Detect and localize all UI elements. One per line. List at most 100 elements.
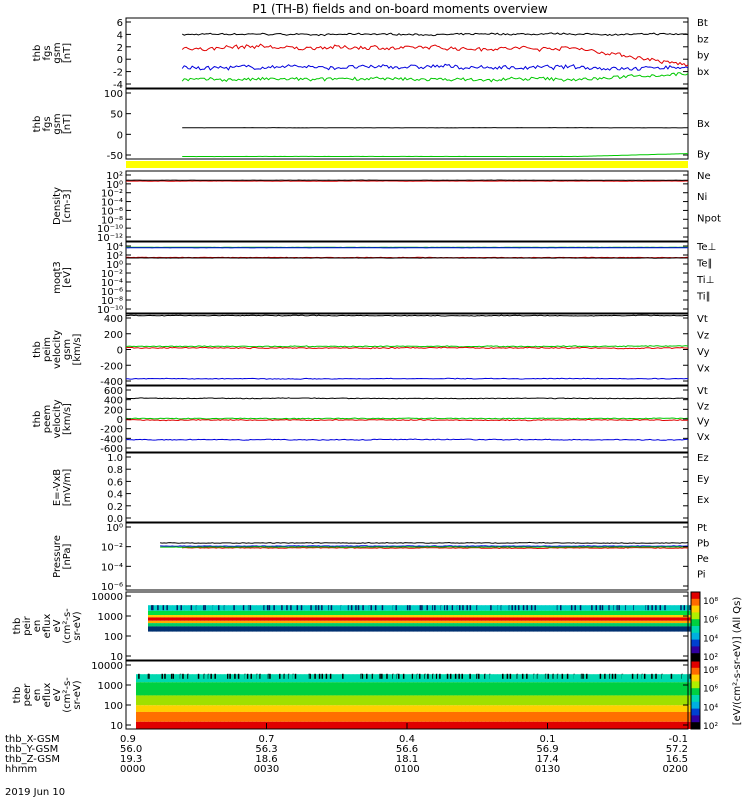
heatmap-cell <box>581 605 587 611</box>
heatmap-cell <box>549 674 554 683</box>
heatmap-cell <box>497 617 502 621</box>
heatmap-cell <box>441 682 446 696</box>
heatmap-cell <box>565 620 570 624</box>
heatmap-speck <box>458 673 460 679</box>
heatmap-cell <box>677 626 683 632</box>
heatmap-cell <box>477 615 482 618</box>
heatmap-cell <box>557 711 563 722</box>
heatmap-cell <box>184 605 189 611</box>
heatmap-cell <box>609 626 615 632</box>
heatmap-cell <box>649 682 655 696</box>
heatmap-cell <box>601 623 607 627</box>
heatmap-speck <box>461 673 463 679</box>
heatmap-cell <box>617 695 623 706</box>
heatmap-cell <box>633 721 639 729</box>
heatmap-cell <box>332 620 338 624</box>
heatmap-cell <box>328 682 334 696</box>
heatmap-cell <box>300 617 306 621</box>
heatmap-cell <box>473 615 478 618</box>
heatmap-cell <box>344 695 350 706</box>
heatmap-cell <box>408 610 414 616</box>
heatmap-cell <box>533 705 538 712</box>
heatmap-cell <box>509 674 514 683</box>
heatmap-speck <box>484 673 486 679</box>
heatmap-cell <box>312 682 318 696</box>
heatmap-cell <box>561 610 566 616</box>
heatmap-cell <box>372 695 378 706</box>
heatmap-cell <box>529 615 534 618</box>
heatmap-cell <box>292 615 298 618</box>
heatmap-cell <box>380 721 386 729</box>
heatmap-cell <box>156 620 161 624</box>
heatmap-cell <box>497 620 502 624</box>
heatmap-cell <box>669 617 675 621</box>
heatmap-cell <box>416 617 422 621</box>
heatmap-speck <box>595 605 597 611</box>
heatmap-speck <box>566 673 569 679</box>
heatmap-cell <box>368 620 374 624</box>
heatmap-cell <box>188 682 193 696</box>
heatmap-cell <box>669 620 675 624</box>
heatmap-cell <box>412 623 418 627</box>
heatmap-cell <box>597 705 603 712</box>
y-tick-label: 10⁻¹⁰ <box>97 224 123 235</box>
heatmap-cell <box>384 617 390 621</box>
heatmap-speck <box>269 673 271 679</box>
y-axis-label: peer <box>22 683 33 707</box>
heatmap-cell <box>324 617 330 621</box>
heatmap-cell <box>489 695 494 706</box>
heatmap-cell <box>449 626 454 632</box>
heatmap-cell <box>324 610 330 616</box>
heatmap-cell <box>489 705 494 712</box>
heatmap-cell <box>525 623 530 627</box>
heatmap-cell <box>653 610 659 616</box>
heatmap-cell <box>180 721 185 729</box>
heatmap-cell <box>308 620 314 624</box>
heatmap-cell <box>296 605 302 611</box>
colorbar-tick-label: 10² <box>703 722 718 732</box>
heatmap-cell <box>489 620 494 624</box>
heatmap-cell <box>260 695 265 706</box>
heatmap-cell <box>485 617 490 621</box>
heatmap-cell <box>641 705 647 712</box>
heatmap-cell <box>637 620 643 624</box>
heatmap-cell <box>573 674 579 683</box>
heatmap-speck <box>250 673 252 679</box>
heatmap-cell <box>569 705 575 712</box>
heatmap-cell <box>541 617 546 621</box>
heatmap-cell <box>384 711 390 722</box>
heatmap-cell <box>541 615 546 618</box>
heatmap-cell <box>457 620 462 624</box>
heatmap-cell <box>445 615 450 618</box>
heatmap-cell <box>429 610 434 616</box>
x-row-value: 56.6 <box>396 744 418 755</box>
heatmap-cell <box>441 605 446 611</box>
heatmap-cell <box>509 617 514 621</box>
heatmap-speck <box>446 605 448 611</box>
heatmap-cell <box>577 626 583 632</box>
heatmap-cell <box>573 695 579 706</box>
heatmap-cell <box>336 615 342 618</box>
heatmap-cell <box>517 617 522 621</box>
heatmap-speck <box>290 605 292 611</box>
y-tick-label: 10000 <box>91 592 123 603</box>
heatmap-cell <box>144 721 149 729</box>
heatmap-cell <box>416 623 422 627</box>
heatmap-cell <box>533 711 538 722</box>
heatmap-cell <box>585 605 591 611</box>
heatmap-speck <box>318 673 321 679</box>
y-tick-label: 10⁰ <box>106 260 123 271</box>
heatmap-cell <box>449 705 454 712</box>
heatmap-cell <box>637 674 643 683</box>
colorbar-segment <box>691 715 700 723</box>
heatmap-cell <box>192 617 197 621</box>
heatmap-cell <box>272 682 277 696</box>
colorbar-segment <box>691 695 700 703</box>
heatmap-cell <box>521 711 526 722</box>
heatmap-cell <box>553 695 558 706</box>
heatmap-cell <box>557 626 562 632</box>
heatmap-cell <box>184 674 189 683</box>
heatmap-cell <box>264 626 269 632</box>
heatmap-cell <box>276 605 281 611</box>
heatmap-speck <box>279 673 281 679</box>
